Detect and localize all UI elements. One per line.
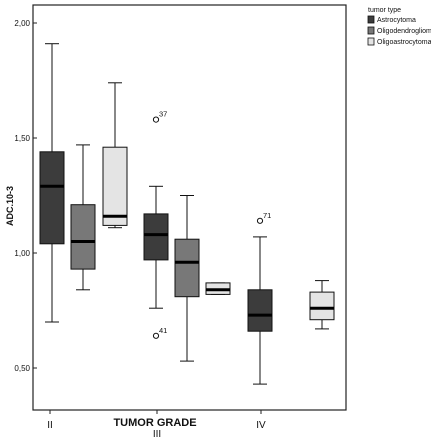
outlier-point [152,116,160,123]
y-axis-label: ADC.10-3 [5,186,15,226]
outlier-label: 41 [159,326,167,335]
legend-label: Oligoastrocytoma [377,39,431,46]
box-iqr [143,213,169,261]
y-axis: 2,00 1,50 1,00 0,50 [14,19,37,373]
legend-label: Astrocytoma [377,17,416,24]
outlier-point [152,332,160,339]
outlier-label: 71 [263,211,271,220]
x-axis-label: TUMOR GRADE [113,417,196,429]
y-tick-label: 2,00 [14,19,30,28]
legend-swatch [367,37,375,46]
plot-frame [32,4,347,411]
y-tick-label: 0,50 [14,364,30,373]
x-tick-label: IV [256,420,266,431]
box-iqr [309,291,335,321]
box-astrocytoma-grade-ii [39,43,65,323]
box-oligodendroglioma-grade-ii [70,144,96,291]
box-oligoastrocytoma-grade-ii [102,82,128,229]
box-oligodendroglioma-grade-iii [174,195,200,362]
boxes-group [39,43,335,385]
legend-swatch [367,26,375,35]
box-iqr [39,151,65,245]
box-iqr [70,204,96,270]
y-tick-label: 1,50 [14,134,30,143]
box-oligoastrocytoma-grade-iii [205,282,231,295]
x-tick-label: II [47,420,53,431]
legend-title: tumor type [368,7,401,14]
legend-label: Oligodendroglioma [377,28,431,35]
legend-swatch [367,15,375,24]
box-iqr [174,238,200,298]
box-iqr [102,146,128,226]
box-astrocytoma-grade-iv [247,236,273,385]
outlier-point [256,217,264,224]
outliers-group: 37 41 71 [152,110,271,339]
x-tick-label: III [153,429,161,440]
legend: tumor type Astrocytoma Oligodendroglioma O… [367,7,431,46]
outlier-label: 37 [159,110,167,119]
box-astrocytoma-grade-iii [143,185,169,309]
box-iqr [247,289,273,332]
box-oligoastrocytoma-grade-iv [309,280,335,330]
y-tick-label: 1,00 [14,249,30,258]
